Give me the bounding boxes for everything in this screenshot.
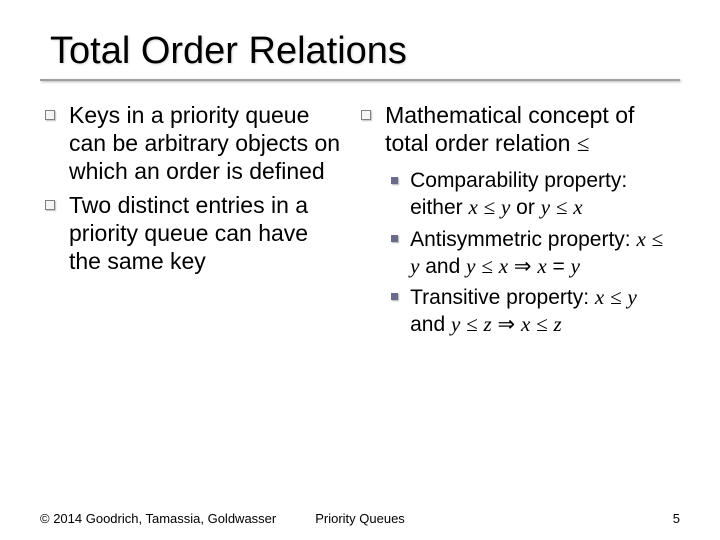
leq-symbol: ≤ [536,312,548,336]
heading-text: Mathematical concept of total order rela… [385,102,634,156]
connector-text: and [419,255,466,278]
square-bullet-icon [45,110,55,120]
solid-bullet-icon [391,293,398,300]
list-item: Mathematical concept of total order rela… [361,101,676,158]
connector-text: or [510,196,540,219]
leq-symbol: ≤ [577,131,590,156]
copyright-text: © 2014 Goodrich, Tamassia, Goldwasser [40,511,276,526]
content-columns: Keys in a priority queue can be arbitrar… [40,101,680,343]
var-z: z [554,312,562,336]
slide-root: Total Order Relations Keys in a priority… [0,0,720,540]
connector-text: and [410,313,451,336]
list-item: Keys in a priority queue can be arbitrar… [45,101,341,185]
var-y: y [501,195,510,219]
leq-symbol: ≤ [484,195,496,219]
title-underline [40,79,680,81]
var-x: x [499,254,508,278]
solid-bullet-icon [391,235,398,242]
list-item: Two distinct entries in a priority queue… [45,191,341,275]
leq-symbol: ≤ [466,312,478,336]
leq-symbol: ≤ [556,195,568,219]
equals-symbol: = [552,255,564,278]
var-y: y [571,254,580,278]
sub-item-text: Antisymmetric property: x ≤ y and y ≤ x … [410,226,676,281]
left-column: Keys in a priority queue can be arbitrar… [45,101,341,343]
list-item-text: Mathematical concept of total order rela… [385,101,676,158]
implies-symbol: ⇒ [514,254,532,278]
var-x: x [595,285,604,309]
implies-symbol: ⇒ [498,312,516,336]
sub-list: Comparability property: either x ≤ y or … [361,168,676,339]
sub-list-item: Comparability property: either x ≤ y or … [391,168,676,222]
sub-item-text: Transitive property: x ≤ y and y ≤ z ⇒ x… [410,284,676,339]
var-x: x [636,227,645,251]
slide-title: Total Order Relations [50,30,680,73]
square-bullet-icon [361,110,371,120]
var-z: z [484,312,492,336]
leq-symbol: ≤ [610,285,622,309]
solid-bullet-icon [391,177,398,184]
list-item-text: Two distinct entries in a priority queue… [69,191,341,275]
var-x: x [521,312,530,336]
sub-item-text: Comparability property: either x ≤ y or … [410,168,676,222]
var-x: x [537,254,546,278]
leq-symbol: ≤ [652,227,664,251]
var-x: x [468,195,477,219]
var-y: y [541,195,550,219]
var-y: y [466,254,475,278]
footer-center-text: Priority Queues [315,511,405,526]
var-y: y [627,285,636,309]
slide-footer: © 2014 Goodrich, Tamassia, Goldwasser Pr… [40,511,680,526]
leq-symbol: ≤ [481,254,493,278]
page-number: 5 [673,511,680,526]
list-item-text: Keys in a priority queue can be arbitrar… [69,101,341,185]
var-x: x [573,195,582,219]
square-bullet-icon [45,200,55,210]
property-label: Antisymmetric property: [410,228,636,251]
sub-list-item: Transitive property: x ≤ y and y ≤ z ⇒ x… [391,284,676,339]
sub-list-item: Antisymmetric property: x ≤ y and y ≤ x … [391,226,676,281]
property-label: Transitive property: [410,286,595,309]
right-column: Mathematical concept of total order rela… [361,101,676,343]
var-y: y [451,312,460,336]
